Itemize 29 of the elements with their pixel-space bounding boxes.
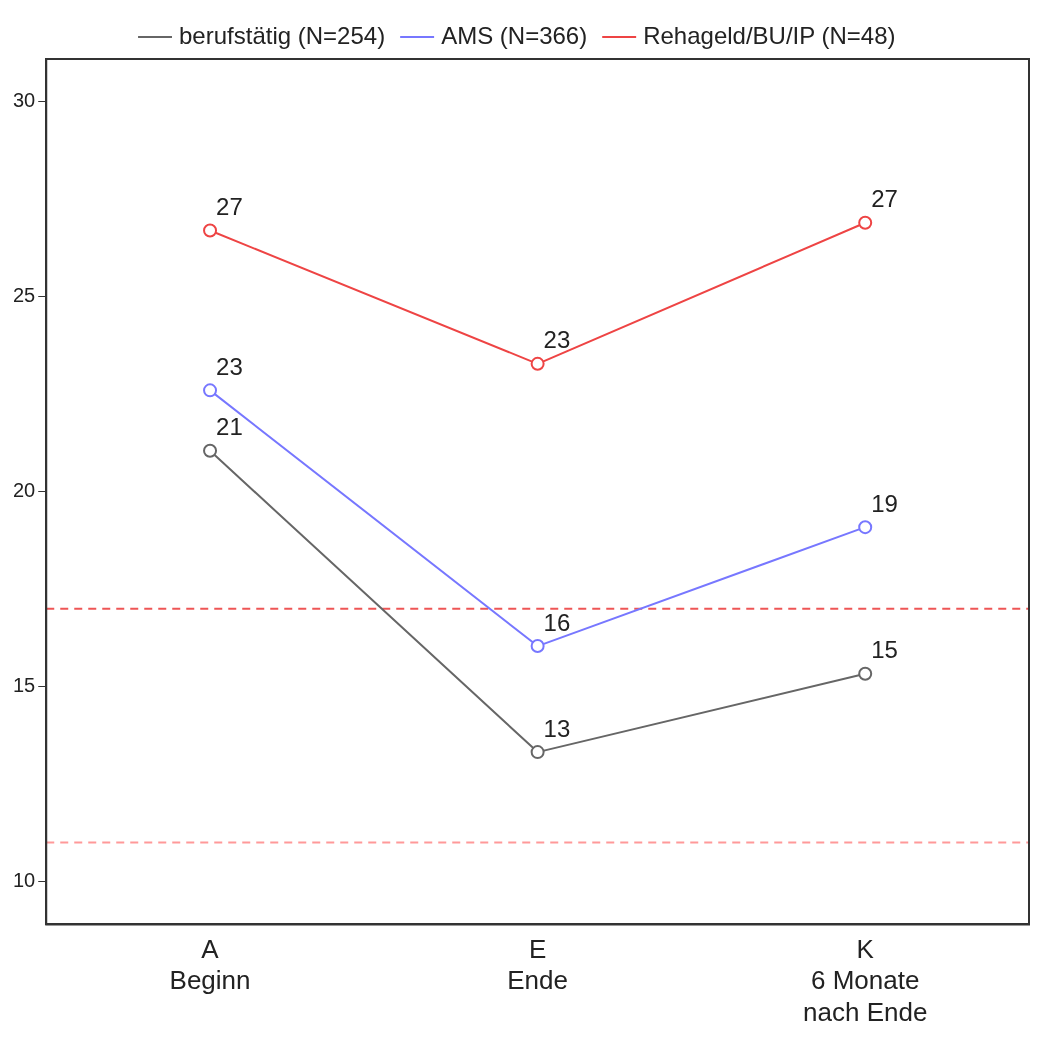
y-tick-label: 10	[13, 869, 36, 892]
data-label: 19	[871, 489, 898, 517]
point	[530, 356, 545, 371]
legend-label: AMS (N=366)	[441, 21, 588, 49]
data-label: 15	[871, 636, 898, 664]
legend-label: Rehageld/BU/IP (N=48)	[643, 21, 896, 49]
y-tick-label: 15	[13, 674, 36, 697]
data-label: 23	[543, 326, 571, 354]
point	[530, 639, 545, 654]
y-tick-label: 25	[13, 284, 36, 307]
data-label: 16	[543, 608, 571, 636]
y-tick-label: 20	[13, 479, 36, 502]
data-label: 13	[543, 714, 571, 742]
point	[858, 666, 873, 681]
x-tick-label: E Ende	[507, 934, 568, 996]
data-label: 23	[216, 352, 243, 380]
point	[858, 520, 873, 535]
x-tick-label: A Beginn	[169, 934, 251, 996]
data-label: 27	[871, 185, 898, 213]
x-tick-label: K 6 Monate nach Ende	[803, 934, 928, 1027]
point	[858, 215, 873, 230]
legend-label: berufstätig (N=254)	[179, 21, 386, 49]
point	[203, 383, 218, 398]
data-label: 27	[216, 193, 243, 221]
point	[530, 745, 545, 760]
point	[203, 443, 218, 458]
data-label: 21	[216, 413, 243, 441]
point	[203, 223, 218, 238]
y-tick-label: 30	[13, 89, 36, 112]
